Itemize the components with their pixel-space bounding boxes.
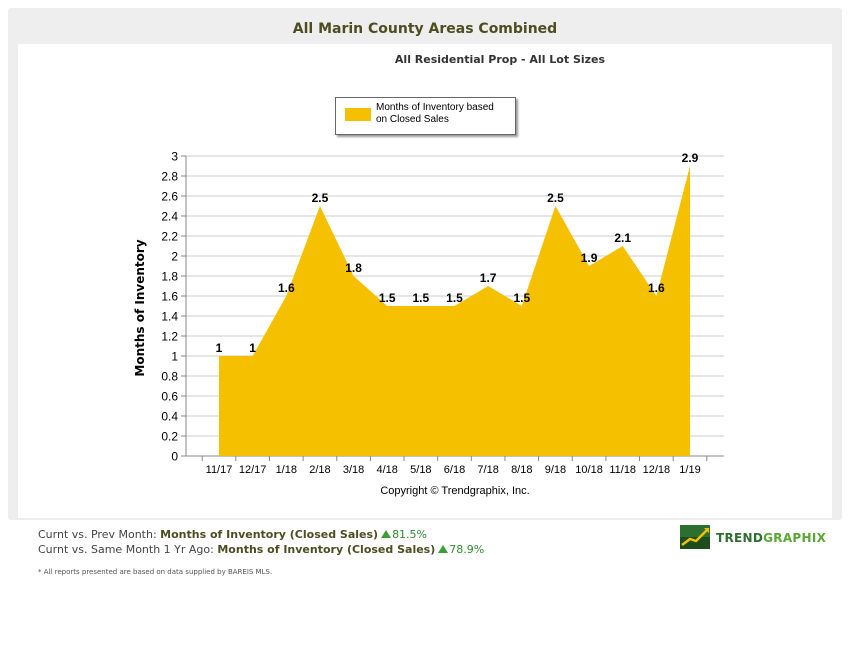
y-tick-label: 1.6 [161,290,178,304]
stat-year-ago-metric: Months of Inventory (Closed Sales) [217,543,436,556]
chart-title: All Marin County Areas Combined [292,21,558,37]
legend-swatch [345,108,371,121]
data-label: 1.6 [648,281,665,295]
x-tick-label: 2/18 [309,464,330,476]
stat-prev-month-change: 81.5% [392,528,428,541]
stat-year-ago-prefix: Curnt vs. Same Month 1 Yr Ago: [38,543,218,556]
trendgraphix-logo: TRENDGRAPHIX [680,525,826,551]
y-tick-labels: 0 0.2 0.4 0.6 0.8 1 1.2 1.4 1.6 1.8 2 2.2 2.4 2.6 2.8 3 [161,150,178,464]
y-tick-label: 2.8 [161,170,178,184]
footnote: * All reports presented are based on dat… [38,568,273,576]
area-fill [219,166,690,456]
x-tick-label: 12/17 [239,464,267,476]
stat-year-ago-change: 78.9% [449,543,485,556]
legend-line-1: Months of Inventory based [376,102,494,113]
x-tick-label: 6/18 [444,464,465,476]
x-tick-label: 1/19 [679,464,700,476]
x-tick-label: 3/18 [343,464,364,476]
trend-chart-logo-icon [680,525,710,549]
stat-prev-month-prefix: Curnt vs. Prev Month: [38,528,161,541]
stat-prev-month-metric: Months of Inventory (Closed Sales) [160,528,379,541]
chart-subtitle: All Residential Prop - All Lot Sizes [394,53,606,66]
x-tick-label: 12/18 [643,464,671,476]
data-label: 1.5 [379,291,396,305]
y-tick-label: 2.6 [161,190,178,204]
x-tick-labels: 11/17 12/17 1/18 2/18 3/18 4/18 5/18 6/18 7/18 8/… [206,464,701,476]
data-label: 1.8 [345,261,362,275]
area-chart: 0 0.2 0.4 0.6 0.8 1 1.2 1.4 1.6 1.8 2 2.2 2.4 2.6 2.8 3… [133,150,724,476]
y-tick-label: 1.2 [161,330,178,344]
data-label: 2.1 [614,231,631,245]
data-label: 1.6 [278,281,295,295]
x-tick-label: 10/18 [575,464,603,476]
x-tick-label: 7/18 [477,464,498,476]
data-label: 1 [216,341,223,355]
y-tick-label: 2 [171,250,178,264]
logo-text: TRENDGRAPHIX [716,531,826,545]
y-tick-label: 0 [171,450,178,464]
y-tick-label: 0.4 [161,410,178,424]
legend-line-2: on Closed Sales [376,114,449,125]
data-label: 2.5 [547,191,564,205]
x-tick-label: 5/18 [410,464,431,476]
x-tick-label: 9/18 [545,464,566,476]
y-tick-label: 3 [171,150,178,164]
up-triangle-icon [438,545,449,553]
data-label: 1 [249,341,256,355]
x-tick-label: 11/17 [206,464,233,476]
data-label: 2.5 [312,191,329,205]
y-tick-label: 1.8 [161,270,178,284]
data-label: 1.5 [513,291,530,305]
stat-year-ago: Curnt vs. Same Month 1 Yr Ago: Months of… [38,542,484,557]
logo-text-trend: TREND [716,531,764,545]
y-tick-label: 2.4 [161,210,178,224]
chart-legend: Months of Inventory based on Closed Sale… [335,97,516,135]
area-series [219,166,690,456]
x-tick-label: 4/18 [377,464,398,476]
data-label: 1.5 [446,291,463,305]
data-label: 1.7 [480,271,497,285]
y-tick-label: 0.6 [161,390,178,404]
legend-label: Months of Inventory based on Closed Sale… [376,102,512,126]
x-tick-label: 1/18 [276,464,297,476]
copyright: Copyright © Trendgraphix, Inc. [380,485,530,497]
y-tick-label: 0.8 [161,370,178,384]
up-triangle-icon [381,530,392,538]
y-tick-label: 1.4 [161,310,178,324]
stat-prev-month: Curnt vs. Prev Month: Months of Inventor… [38,527,484,542]
x-tick-label: 8/18 [511,464,532,476]
stats-summary: Curnt vs. Prev Month: Months of Inventor… [38,527,484,557]
y-tick-label: 0.2 [161,430,178,444]
y-tick-label: 2.2 [161,230,178,244]
data-label: 1.9 [581,251,598,265]
data-label: 2.9 [682,151,699,165]
data-label: 1.5 [413,291,430,305]
x-tick-label: 11/18 [609,464,636,476]
y-tick-label: 1 [171,350,178,364]
y-axis-label: Months of Inventory [133,239,147,376]
logo-text-graphix: GRAPHIX [763,531,827,545]
data-labels: 1 1 1.6 2.5 1.8 1.5 1.5 1.5 1.7 1.5 2.5 1.9 2.1 1.6 2.… [216,151,699,355]
